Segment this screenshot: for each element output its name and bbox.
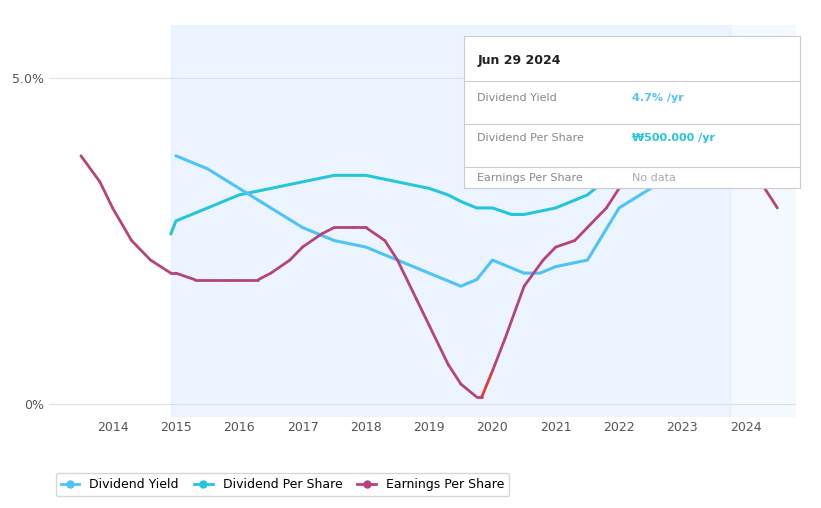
Text: Jun 29 2024: Jun 29 2024 <box>477 54 561 67</box>
Text: Dividend Yield: Dividend Yield <box>477 93 557 104</box>
Text: 4.7% /yr: 4.7% /yr <box>632 93 684 104</box>
Bar <box>171 25 730 417</box>
Legend: Dividend Yield, Dividend Per Share, Earnings Per Share: Dividend Yield, Dividend Per Share, Earn… <box>56 473 509 496</box>
Text: No data: No data <box>632 173 676 183</box>
Text: ₩500.000 /yr: ₩500.000 /yr <box>632 133 715 143</box>
Text: Earnings Per Share: Earnings Per Share <box>477 173 583 183</box>
Text: Past: Past <box>750 65 775 78</box>
Bar <box>730 25 796 417</box>
Text: Dividend Per Share: Dividend Per Share <box>477 133 585 143</box>
